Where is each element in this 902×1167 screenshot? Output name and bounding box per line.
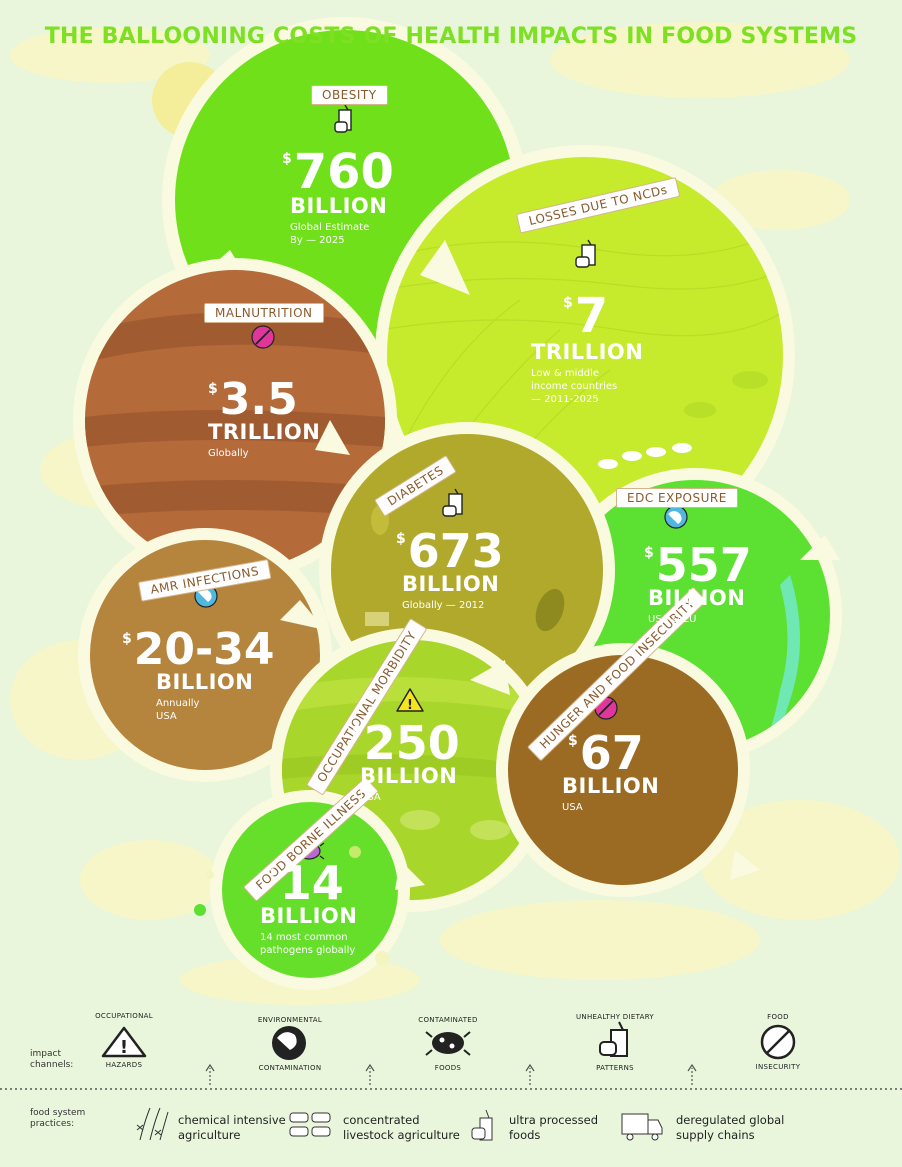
malnutrition-desc-1: Globally [208, 447, 320, 460]
obesity-label: OBESITY [311, 85, 388, 105]
ncds-unit: TRILLION [531, 342, 643, 363]
amr-desc-1: Annually [156, 697, 274, 710]
currency-symbol: $ [268, 863, 278, 879]
occupational-value-block: $250 BILLION USA [352, 720, 460, 804]
channel-dietary-top: UNHEALTHY DIETARY [565, 1013, 665, 1021]
currency-symbol: $ [352, 723, 362, 739]
channel-dietary-bottom: PATTERNS [565, 1064, 665, 1072]
currency-symbol: $ [644, 545, 654, 561]
svg-text:!: ! [407, 698, 413, 713]
edc-unit: BILLION [648, 588, 752, 609]
foodborne-amount: 14 [280, 856, 344, 910]
currency-symbol: $ [122, 631, 132, 647]
legend-no-food-icon [762, 1026, 794, 1058]
practice-processed-foods: ultra processed foods [509, 1113, 598, 1143]
obesity-value-block: $760 BILLION Global Estimate By — 2025 [282, 148, 394, 247]
ncds-unit-block: TRILLION Low & middle income countries —… [531, 342, 643, 406]
food-system-practices-label: food system practices: [30, 1108, 100, 1130]
ncds-value-block: $7 [563, 292, 608, 340]
legend-crops-icon [137, 1108, 168, 1140]
legend-contaminated-globe-icon [272, 1026, 306, 1060]
no-food-icon [252, 326, 274, 348]
practice-processed-line2: foods [509, 1128, 598, 1143]
currency-symbol: $ [568, 733, 578, 749]
edc-amount: 557 [656, 538, 752, 592]
page-title: THE BALLOONING COSTS OF HEALTH IMPACTS I… [0, 24, 902, 49]
malnutrition-unit: TRILLION [208, 422, 320, 443]
foodborne-desc-2: pathogens globally [260, 944, 357, 957]
practice-livestock-line1: concentrated [343, 1113, 460, 1128]
obesity-amount: 760 [294, 144, 394, 200]
diabetes-value-block: $673 BILLION Globally — 2012 [396, 528, 504, 612]
channel-environmental-bottom: CONTAMINATION [240, 1064, 340, 1072]
currency-symbol: $ [396, 531, 406, 547]
legend-hazard-icon: ! [103, 1028, 145, 1058]
practice-chemical-line1: chemical intensive [178, 1113, 286, 1128]
channel-contaminated-top: CONTAMINATED [400, 1016, 496, 1024]
edc-label: EDC EXPOSURE [616, 488, 738, 508]
practice-livestock-agriculture: concentrated livestock agriculture [343, 1113, 460, 1143]
practice-chemical-line2: agriculture [178, 1128, 286, 1143]
channel-insecurity-top: FOOD [738, 1013, 818, 1021]
foodborne-unit: BILLION [260, 906, 357, 927]
amr-desc-2: USA [156, 710, 274, 723]
foodborne-value-block: $14 BILLION 14 most common pathogens glo… [268, 860, 357, 957]
channel-environmental-top: ENVIRONMENTAL [240, 1016, 340, 1024]
occupational-amount: 250 [364, 716, 460, 770]
impact-channels-label: impact channels: [30, 1049, 90, 1071]
malnutrition-label: MALNUTRITION [204, 303, 324, 323]
diabetes-amount: 673 [408, 524, 504, 578]
ncds-amount: 7 [575, 288, 608, 344]
practice-supply-line1: deregulated global [676, 1113, 784, 1128]
obesity-unit: BILLION [290, 196, 394, 217]
hunger-desc-1: USA [562, 801, 659, 814]
obesity-desc-1: Global Estimate [290, 221, 394, 234]
practice-livestock-line2: livestock agriculture [343, 1128, 460, 1143]
channel-occupational-top: OCCUPATIONAL [84, 1012, 164, 1020]
malnutrition-amount: 3.5 [220, 374, 298, 425]
legend-truck-icon [622, 1114, 662, 1140]
obesity-desc-2: By — 2025 [290, 234, 394, 247]
foodborne-desc-1: 14 most common [260, 931, 357, 944]
legend-processed-food-icon [472, 1110, 492, 1140]
practice-supply-chains: deregulated global supply chains [676, 1113, 784, 1143]
svg-text:!: ! [120, 1037, 128, 1058]
channel-contaminated-bottom: FOODS [400, 1064, 496, 1072]
contaminated-globe-icon [665, 506, 687, 528]
currency-symbol: $ [208, 381, 218, 397]
amr-amount: 20-34 [134, 624, 275, 675]
ncds-desc-2: income countries [531, 380, 643, 393]
diabetes-unit: BILLION [402, 574, 504, 595]
hunger-value-block: $67 BILLION USA [568, 730, 659, 814]
edc-value-block: $557 BILLION USA & EU [644, 542, 752, 626]
amr-value-block: $20-34 BILLION Annually USA [122, 628, 274, 723]
legend-junk-food-icon [600, 1022, 627, 1056]
hunger-amount: 67 [580, 726, 644, 780]
practice-supply-line2: supply chains [676, 1128, 784, 1143]
legend-pathogen-icon [426, 1032, 470, 1055]
currency-symbol: $ [563, 295, 573, 311]
hunger-unit: BILLION [562, 776, 659, 797]
practice-processed-line1: ultra processed [509, 1113, 598, 1128]
practice-chemical-agriculture: chemical intensive agriculture [178, 1113, 286, 1143]
edc-desc-1: USA & EU [648, 613, 752, 626]
occupational-desc-1: USA [360, 791, 460, 804]
legend-livestock-icon [290, 1113, 330, 1136]
channel-insecurity-bottom: INSECURITY [738, 1063, 818, 1071]
amr-unit: BILLION [156, 672, 274, 693]
channel-occupational-bottom: HAZARDS [84, 1061, 164, 1069]
ncds-desc-3: — 2011-2025 [531, 393, 643, 406]
malnutrition-value-block: $3.5 TRILLION Globally [208, 378, 320, 460]
currency-symbol: $ [282, 151, 292, 167]
occupational-unit: BILLION [360, 766, 460, 787]
ncds-desc-1: Low & middle [531, 367, 643, 380]
diabetes-desc-1: Globally — 2012 [402, 599, 504, 612]
